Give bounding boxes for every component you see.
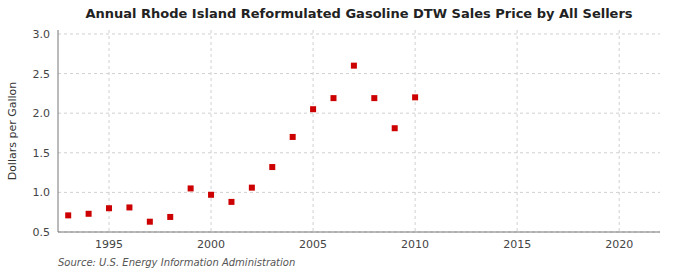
point [65, 212, 71, 218]
x-axis-line [58, 232, 660, 233]
point [371, 95, 377, 101]
y-tick-label: 1.5 [33, 147, 51, 160]
x-tick-label: 2020 [605, 238, 633, 251]
chart-svg: 0.5 1.0 1.5 2.0 2.5 3.0 1995 2000 2005 2010 2015 20… [0, 0, 675, 275]
x-tick-label: 2010 [401, 238, 429, 251]
x-grid-line [109, 30, 110, 232]
point [86, 211, 92, 217]
y-tick-label: 3.0 [33, 28, 51, 41]
y-grid-line [58, 73, 660, 74]
x-grid-line [517, 30, 518, 232]
y-tick-label: 1.0 [33, 186, 51, 199]
point [147, 219, 153, 225]
x-tick-label: 1995 [95, 238, 123, 251]
x-tick-label: 2000 [197, 238, 225, 251]
y-grid-line [58, 152, 660, 153]
point [269, 164, 275, 170]
source-annotation: Source: U.S. Energy Information Administ… [58, 257, 295, 268]
axes: 0.5 1.0 1.5 2.0 2.5 3.0 1995 2000 2005 2010 2015 20… [33, 28, 661, 251]
y-grid-line [58, 33, 660, 34]
chart-container: 0.5 1.0 1.5 2.0 2.5 3.0 1995 2000 2005 2010 2015 20… [0, 0, 675, 275]
y-grid-line [58, 232, 660, 233]
title: Annual Rhode Island Reformulated Gasolin… [85, 6, 632, 21]
x-grid-line [415, 30, 416, 232]
x-grid-line [313, 30, 314, 232]
x-grid-line [619, 30, 620, 232]
point [208, 192, 214, 198]
y-grid-line [58, 113, 660, 114]
point [351, 63, 357, 69]
point [290, 134, 296, 140]
grid [58, 30, 660, 232]
y-axis-label: Dollars per Gallon [6, 82, 19, 181]
point [310, 106, 316, 112]
point [412, 94, 418, 100]
point [167, 214, 173, 220]
y-tick-label: 2.0 [33, 107, 51, 120]
x-tick-label: 2005 [299, 238, 327, 251]
y-tick-label: 0.5 [33, 226, 51, 239]
point [330, 95, 336, 101]
point [188, 185, 194, 191]
point [392, 125, 398, 131]
point [126, 204, 132, 210]
y-axis-line [58, 30, 59, 232]
point [249, 185, 255, 191]
x-tick-label: 2015 [503, 238, 531, 251]
y-tick-label: 2.5 [33, 68, 51, 81]
y-grid-line [58, 192, 660, 193]
points [65, 63, 418, 225]
x-grid-line [211, 30, 212, 232]
point [106, 205, 112, 211]
point [228, 199, 234, 205]
